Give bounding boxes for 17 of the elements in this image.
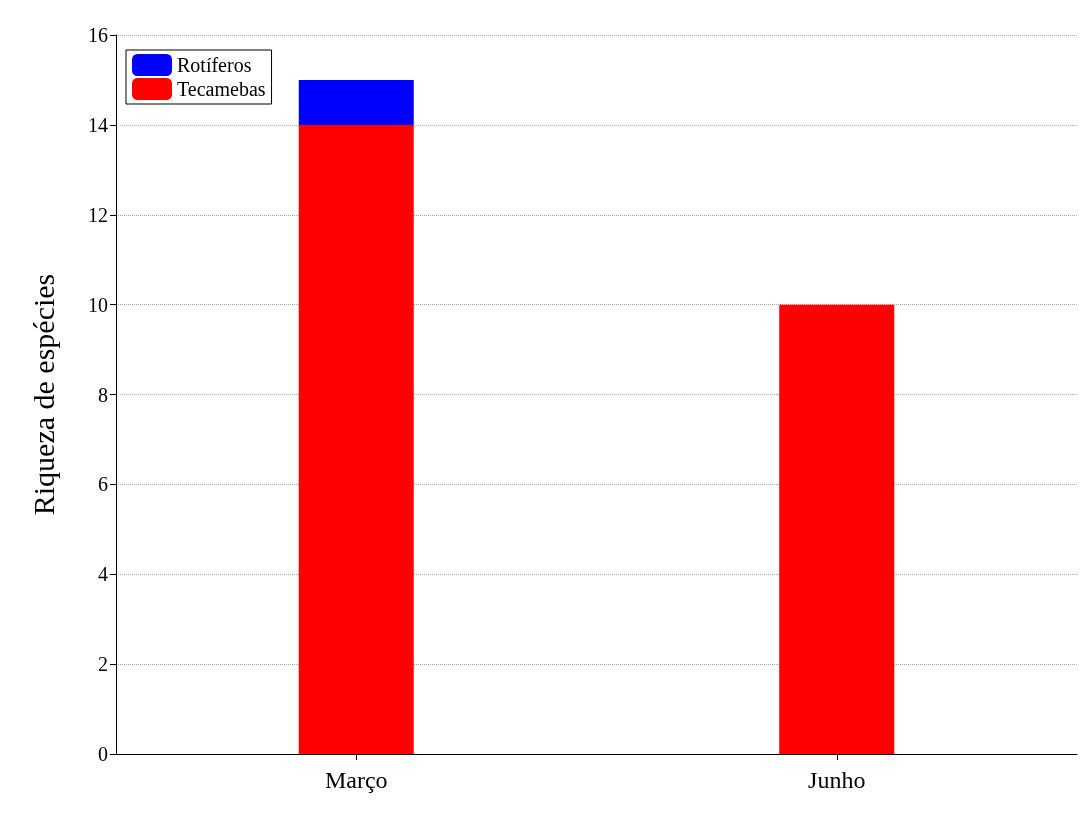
y-axis-title: Riqueza de espécies bbox=[26, 273, 60, 516]
bar bbox=[298, 124, 414, 754]
bar bbox=[298, 79, 414, 125]
y-tick-label: 8 bbox=[98, 383, 108, 406]
y-tick-label: 14 bbox=[88, 113, 108, 136]
y-tick-label: 16 bbox=[88, 24, 108, 46]
y-tick-label: 10 bbox=[88, 293, 108, 316]
legend-label: Rotíferos bbox=[177, 54, 252, 76]
y-tick-label: 2 bbox=[98, 653, 108, 676]
y-tick-label: 6 bbox=[98, 473, 108, 496]
y-tick-label: 12 bbox=[88, 203, 108, 226]
y-tick-label: 4 bbox=[98, 563, 108, 586]
x-tick-label: Março bbox=[324, 767, 388, 793]
bar bbox=[779, 304, 895, 754]
legend-label: Tecamebas bbox=[177, 78, 266, 100]
x-tick-label: Junho bbox=[808, 767, 866, 793]
y-tick-label: 0 bbox=[98, 743, 108, 765]
